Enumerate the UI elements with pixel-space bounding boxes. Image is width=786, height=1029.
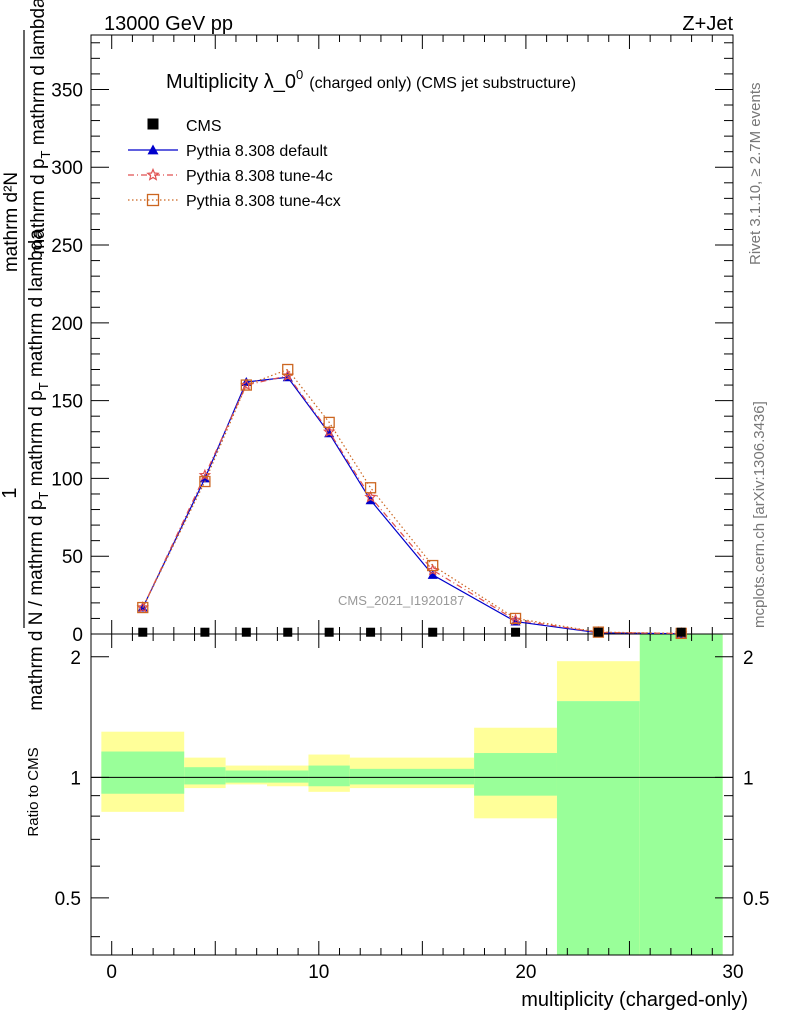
legend-label: Pythia 8.308 default [186,143,328,160]
main-y-tick-label: 250 [51,236,83,257]
ratio-band-outer [556,661,640,702]
main-ylabel: 1 mathrm d²N mathrm d pT mathrm d lambda… [0,0,53,711]
series-point-tune-4cx [137,601,149,614]
main-y-tick-label: 0 [72,625,83,646]
cms-data-point [241,627,251,637]
ylabel-numerator: mathrm d²N [1,172,22,272]
legend-marker-tune-4c [146,167,160,181]
series-point-default [427,569,438,579]
ratio-band-inner [184,767,226,785]
series-point-tune-4c [509,613,522,626]
main-y-tick-label: 300 [51,158,83,179]
series-point-tune-4cx [323,416,335,429]
side-text-top: Rivet 3.1.10, ≥ 2.7M events [747,83,764,266]
plot-title: Multiplicity λ_00(charged only) (CMS jet… [166,67,576,93]
header-right: Z+Jet [682,13,733,35]
xlabel: multiplicity (charged-only) [521,989,748,1011]
series-point-tune-4cx [427,559,439,572]
cms-data-point [138,627,148,637]
watermark: CMS_2021_I1920187 [338,593,465,608]
main-y-tick-label: 100 [51,469,83,490]
ratio-y-tick-label: 2 [70,648,81,669]
ratio-band-inner [556,701,640,955]
main-series [136,363,688,640]
legend-marker-cms [147,118,159,130]
series-point-tune-4c [426,563,439,576]
cms-data-point [593,627,603,637]
ratio-band-inner [267,770,309,783]
ratio-y-tick-label-right: 2 [743,648,754,669]
legend-item: Pythia 8.308 tune-4cx [128,193,341,210]
legend-item: CMS [147,118,222,135]
ratio-y-tick-label-right: 1 [743,768,754,789]
series-line-tune-4cx [142,368,682,634]
ratio-y-tick-label-right: 0.5 [743,889,769,910]
x-tick-label: 0 [106,962,117,983]
cms-data-point [283,627,293,637]
main-y-tick-label: 350 [51,80,83,101]
legend: CMS Pythia 8.308 default Pythia 8.308 tune… [128,118,341,210]
series-point-tune-4cx [199,475,211,488]
main-frame [90,34,734,635]
ratio-band-inner [225,770,268,783]
main-axes: 0 50 100 150 200 250 300 350 [51,34,734,646]
legend-label: Pythia 8.308 tune-4cx [186,193,341,210]
cms-data-point [676,627,686,637]
ratio-ylabel: Ratio to CMS [25,747,42,836]
series-point-tune-4cx [509,612,522,625]
legend-marker-tune-4cx [146,193,160,207]
cms-data-point [366,627,376,637]
series-line-tune-4c [142,375,682,635]
legend-label: Pythia 8.308 tune-4c [186,168,333,185]
ylabel-one: 1 [0,487,21,498]
series-point-tune-4cx [364,482,377,494]
main-y-tick-label: 200 [51,314,83,335]
legend-marker-default [147,144,159,155]
ylabel-denominator: mathrm d N / mathrm d pT mathrm d pT mat… [26,229,51,711]
ratio-band-inner [101,751,185,794]
ratio-bands [91,634,733,955]
x-tick-label: 30 [722,962,743,983]
x-tick-label: 20 [515,962,536,983]
series-point-tune-4c [322,425,336,438]
legend-item: Pythia 8.308 tune-4c [128,167,333,185]
legend-label: CMS [186,118,222,135]
header-left: 13000 GeV pp [104,13,233,35]
ratio-band-inner [349,768,475,785]
series-point-tune-4cx [240,379,252,391]
main-y-tick-label: 150 [51,392,83,413]
series-point-tune-4c [136,600,150,613]
ratio-band-inner [308,765,350,787]
ratio-band-inner [474,753,557,796]
cms-data-point [324,627,334,637]
ylabel-numerator-sub: mathrm d pT mathrm d lambda [28,0,53,255]
series-point-tune-4c [364,490,377,503]
cms-data-point [200,627,210,637]
series-point-tune-4cx [592,626,605,638]
legend-item: Pythia 8.308 default [128,143,328,160]
side-text-bottom: mcplots.cern.ch [arXiv:1306.3436] [751,401,768,628]
ratio-band-inner [639,634,723,955]
cms-data-point [428,627,438,637]
x-tick-label: 10 [308,962,329,983]
series-point-tune-4cx [282,363,294,376]
cms-data-point [511,627,521,637]
ratio-y-tick-label: 1 [70,768,81,789]
main-y-tick-label: 50 [62,547,83,568]
ratio-y-tick-label: 0.5 [55,889,81,910]
